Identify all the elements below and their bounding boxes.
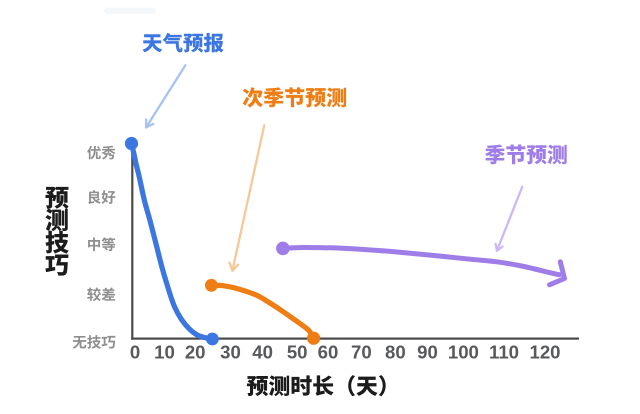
svg-text:80: 80 [385,342,406,363]
svg-text:30: 30 [220,342,241,363]
svg-text:70: 70 [351,342,372,363]
svg-text:50: 50 [287,342,308,363]
svg-text:60: 60 [318,342,339,363]
svg-text:120: 120 [529,342,560,363]
svg-text:0: 0 [130,342,140,363]
svg-text:90: 90 [417,342,438,363]
svg-text:20: 20 [185,342,206,363]
svg-text:40: 40 [252,342,273,363]
svg-text:10: 10 [154,342,175,363]
svg-text:110: 110 [489,342,519,363]
svg-text:100: 100 [448,342,479,363]
